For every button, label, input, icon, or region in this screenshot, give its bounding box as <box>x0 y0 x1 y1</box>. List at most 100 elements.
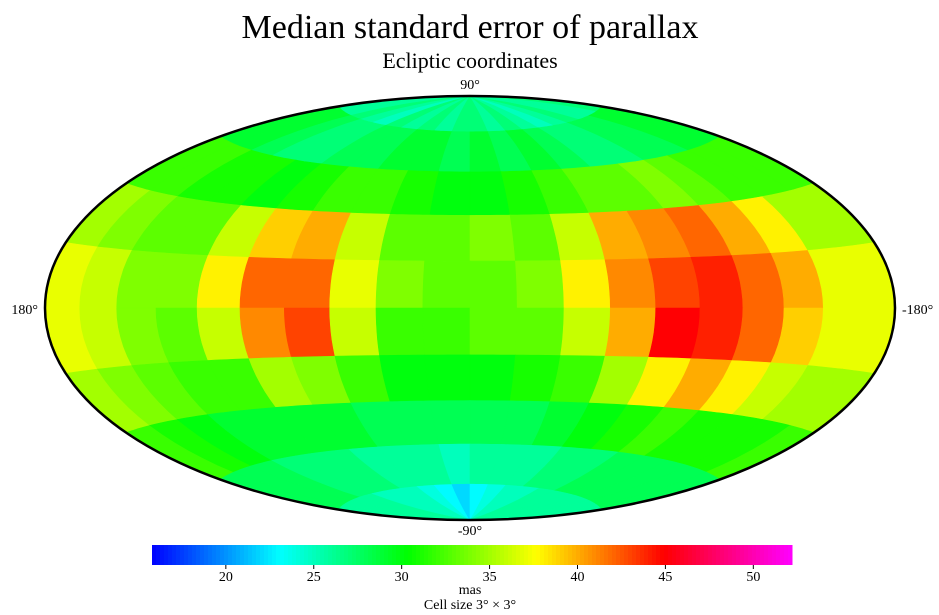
colorbar-slice <box>292 545 297 565</box>
colorbar-slice <box>724 545 729 565</box>
colorbar-slice <box>688 545 693 565</box>
colorbar-slice <box>364 545 369 565</box>
lon-label: -180° <box>902 303 933 318</box>
colorbar-slice <box>472 545 477 565</box>
colorbar-slice <box>388 545 393 565</box>
colorbar-slice <box>172 545 177 565</box>
colorbar-slice <box>444 545 449 565</box>
map-cell <box>560 259 611 309</box>
colorbar-slice <box>572 545 577 565</box>
colorbar-slice <box>396 545 401 565</box>
colorbar-slice <box>564 545 569 565</box>
colorbar-slice <box>220 545 225 565</box>
colorbar-slice <box>576 545 581 565</box>
map-outline <box>43 94 897 522</box>
map-cell <box>239 256 292 309</box>
colorbar-slice <box>600 545 605 565</box>
colorbar-slice <box>452 545 457 565</box>
colorbar-slice <box>360 545 365 565</box>
colorbar-slice <box>332 545 337 565</box>
map-cell <box>422 307 471 356</box>
colorbar-slice <box>684 545 689 565</box>
colorbar-slice <box>720 545 725 565</box>
colorbar-slice <box>660 545 665 565</box>
colorbar-slice <box>508 545 513 565</box>
colorbar-slice <box>260 545 265 565</box>
map-cell <box>283 307 336 358</box>
colorbar-slice <box>448 545 453 565</box>
colorbar-tick-label: 30 <box>395 570 409 585</box>
colorbar-slice <box>164 545 169 565</box>
colorbar-slice <box>432 545 437 565</box>
colorbar-slice <box>184 545 189 565</box>
map-cell <box>604 307 657 358</box>
lat-label: 90° <box>460 78 480 93</box>
colorbar-slice <box>776 545 781 565</box>
colorbar-slice <box>756 545 761 565</box>
colorbar-slice <box>408 545 413 565</box>
colorbar-slice <box>484 545 489 565</box>
colorbar-slice <box>264 545 269 565</box>
colorbar-slice <box>716 545 721 565</box>
colorbar-slice <box>276 545 281 565</box>
colorbar-slice <box>708 545 713 565</box>
colorbar-slice <box>504 545 509 565</box>
colorbar-slice <box>400 545 405 565</box>
colorbar-slice <box>712 545 717 565</box>
colorbar-slice <box>296 545 301 565</box>
colorbar-slice <box>496 545 501 565</box>
colorbar-slice <box>556 545 561 565</box>
colorbar-slice <box>156 545 161 565</box>
colorbar-slice <box>596 545 601 565</box>
colorbar-slice <box>616 545 621 565</box>
colorbar-slice <box>768 545 773 565</box>
colorbar-slice <box>784 545 789 565</box>
colorbar-slice <box>312 545 317 565</box>
note: Cell size 3° × 3° <box>424 598 516 613</box>
colorbar-slice <box>180 545 185 565</box>
map-cell <box>329 259 380 309</box>
colorbar-tick-label: 25 <box>307 570 321 585</box>
colorbar-slice <box>704 545 709 565</box>
map-cell <box>648 307 701 360</box>
map-cell <box>329 307 380 357</box>
colorbar-tick-label: 40 <box>570 570 584 585</box>
colorbar-slice <box>216 545 221 565</box>
colorbar-slice <box>488 545 493 565</box>
colorbar-slice <box>188 545 193 565</box>
colorbar-slice <box>436 545 441 565</box>
colorbar-slice <box>736 545 741 565</box>
colorbar-slice <box>320 545 325 565</box>
map-cell <box>239 307 292 360</box>
colorbar-slice <box>468 545 473 565</box>
colorbar-slice <box>476 545 481 565</box>
colorbar-slice <box>356 545 361 565</box>
colorbar-slice <box>200 545 205 565</box>
map-cell <box>469 354 516 402</box>
colorbar-slice <box>668 545 673 565</box>
map-cell <box>469 214 516 262</box>
colorbar-slice <box>252 545 257 565</box>
colorbar-slice <box>692 545 697 565</box>
colorbar-slice <box>412 545 417 565</box>
colorbar-slice <box>204 545 209 565</box>
colorbar-slice <box>752 545 757 565</box>
colorbar-slice <box>516 545 521 565</box>
colorbar-slice <box>152 545 157 565</box>
colorbar-slice <box>248 545 253 565</box>
map-cell <box>375 260 425 309</box>
colorbar-slice <box>316 545 321 565</box>
colorbar-tick-label: 35 <box>483 570 497 585</box>
colorbar-slice <box>732 545 737 565</box>
colorbar-slice <box>228 545 233 565</box>
colorbar-slice <box>212 545 217 565</box>
colorbar-slice <box>672 545 677 565</box>
colorbar-slice <box>340 545 345 565</box>
map-cell <box>469 260 518 309</box>
colorbar-slice <box>428 545 433 565</box>
map-cell <box>375 307 425 356</box>
lon-label: 180° <box>11 303 38 318</box>
colorbar-slice <box>548 545 553 565</box>
colorbar-slice <box>644 545 649 565</box>
colorbar-slice <box>420 545 425 565</box>
